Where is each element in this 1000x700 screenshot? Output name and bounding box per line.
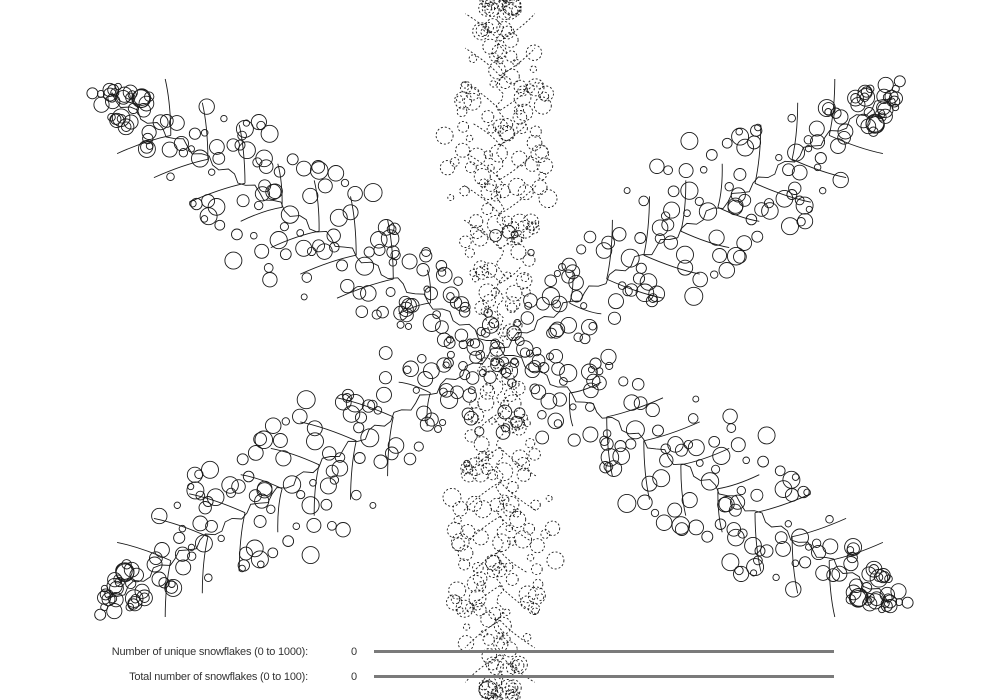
snowflake-hub-detail xyxy=(497,404,513,420)
snowflake-hub-detail xyxy=(446,350,455,359)
snowflake-hub-detail xyxy=(605,361,614,370)
snowflake-hub-detail xyxy=(474,426,485,437)
snowflake-hub-detail xyxy=(439,383,454,398)
snowflake-hub-detail xyxy=(463,459,471,468)
total-snowflakes-slider-thumb[interactable] xyxy=(372,672,376,681)
snowflake-hub-detail xyxy=(506,325,522,341)
snowflake-hub-detail xyxy=(404,298,420,313)
unique-snowflakes-label: Number of unique snowflakes (0 to 1000): xyxy=(111,646,308,658)
snowflake-hub-detail xyxy=(424,286,438,301)
snowflake-hub-detail xyxy=(585,402,595,412)
snowflake-hub-detail xyxy=(378,346,393,360)
snowflake-hub-detail xyxy=(385,287,396,297)
snowflake-hub-detail xyxy=(376,305,389,319)
snowflake-hub-detail xyxy=(561,257,577,273)
snowflake xyxy=(86,0,914,700)
snowflake-arm xyxy=(94,338,501,621)
snowflake-hub-detail xyxy=(538,362,550,374)
snowflake-hub-detail xyxy=(551,295,568,313)
snowflake-hub-detail xyxy=(459,369,471,381)
snowflake-hub-detail xyxy=(495,425,511,440)
snowflake-hub-detail xyxy=(489,341,505,357)
snowflake-hub-detail xyxy=(510,230,519,239)
total-snowflakes-control: Total number of snowflakes (0 to 100): 0 xyxy=(0,668,1000,688)
unique-snowflakes-slider[interactable] xyxy=(374,650,834,653)
snowflake-hub-detail xyxy=(449,296,463,309)
snowflake-hub-detail xyxy=(398,295,412,309)
snowflake-hub-detail xyxy=(510,415,523,429)
snowflake-hub-detail xyxy=(490,357,500,367)
snowflake-hub-detail xyxy=(483,370,497,384)
snowflake-arm xyxy=(499,75,906,358)
snowflake-hub-detail xyxy=(416,263,430,277)
snowflake-hub-detail xyxy=(600,348,617,365)
snowflake-hub-detail xyxy=(528,360,542,374)
total-snowflakes-value: 0 xyxy=(350,671,358,683)
snowflake-arm xyxy=(442,347,565,700)
snowflake-hub-detail xyxy=(510,357,519,365)
total-snowflakes-label: Total number of snowflakes (0 to 100): xyxy=(129,671,308,683)
snowflake-hub-detail xyxy=(570,290,583,303)
snowflake-arm xyxy=(499,347,914,618)
snowflake-hub-detail xyxy=(524,362,541,379)
unique-snowflakes-value: 0 xyxy=(350,646,358,658)
snowflake-hub-detail xyxy=(581,363,598,381)
snowflake-hub-detail xyxy=(417,371,434,387)
snowflake-hub-detail xyxy=(443,336,456,349)
snowflake-hub-detail xyxy=(435,260,448,272)
snowflake-hub-detail xyxy=(476,326,486,337)
snowflake-hub-detail xyxy=(442,361,450,369)
snowflake-hub-detail xyxy=(463,410,479,426)
snowflake-hub-detail xyxy=(527,248,535,257)
snowflake-hub-detail xyxy=(535,430,550,445)
snowflake-hub-detail xyxy=(490,357,505,373)
snowflake-hub-detail xyxy=(421,247,432,257)
snowflake-hub-detail xyxy=(469,350,483,364)
snowflake-hub-detail xyxy=(398,301,414,318)
snowflake-arm xyxy=(435,0,558,349)
snowflake-hub-detail xyxy=(549,321,566,337)
snowflake-hub-detail xyxy=(489,229,502,242)
snowflake-hub-detail xyxy=(461,407,475,421)
snowflake-hub-detail xyxy=(458,361,468,371)
snowflake-hub-detail xyxy=(579,333,591,345)
snowflake-arm xyxy=(86,78,501,349)
snowflake-hub-detail xyxy=(544,274,557,287)
snowflake-hub-detail xyxy=(490,338,501,349)
snowflake-hub-detail xyxy=(513,407,526,419)
snowflake-hub-detail xyxy=(458,306,471,318)
total-snowflakes-slider[interactable] xyxy=(374,675,834,678)
snowflake-hub-detail xyxy=(501,224,516,239)
unique-snowflakes-slider-thumb[interactable] xyxy=(372,647,376,656)
snowflake-hub-detail xyxy=(446,292,455,301)
snowflake-hub-detail xyxy=(552,392,567,407)
snowflake-hub-detail xyxy=(501,423,511,433)
unique-snowflakes-control: Number of unique snowflakes (0 to 1000):… xyxy=(0,643,1000,663)
